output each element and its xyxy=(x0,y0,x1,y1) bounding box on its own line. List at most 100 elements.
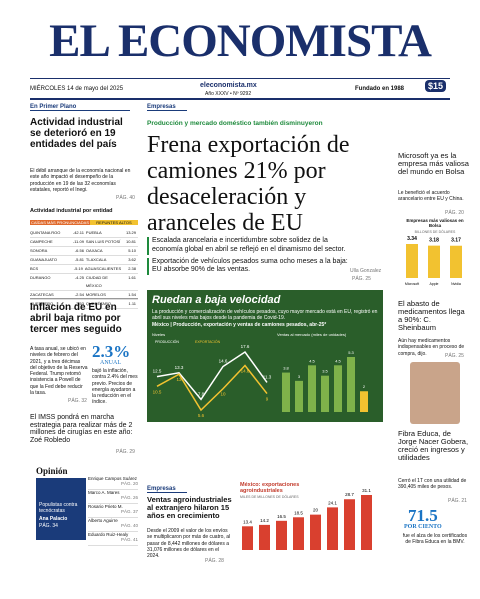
table-cell: -42.11 xyxy=(72,230,84,235)
bar xyxy=(327,507,338,550)
big-figure: 2.3% xyxy=(92,342,131,361)
table-cell: TLAXCALA xyxy=(85,257,107,262)
table-cell: CIUDAD DE MÉXICO xyxy=(85,275,108,288)
page-ref: PÁG. 26 xyxy=(120,495,138,500)
bullet: Desde el 2009 el valor de los envíos se … xyxy=(147,528,231,559)
data-label: 3.5 xyxy=(322,369,328,374)
data-label: 10.5 xyxy=(153,389,162,394)
columnist-name: Alberto Aguirre xyxy=(88,518,118,523)
agro-chart: 13.4 14.2 16.5 18.5 20 24.1 28.7 31.1 xyxy=(242,488,372,550)
bar xyxy=(361,495,372,550)
table-cell: MORELOS xyxy=(85,292,106,297)
legend-entry: EXPORTACIÓN xyxy=(195,339,221,344)
bar xyxy=(282,372,290,412)
table-cell: GUERRERO xyxy=(30,301,54,306)
bar xyxy=(344,499,355,550)
data-label: 4.5 xyxy=(309,358,315,363)
data-label: 7.8 xyxy=(198,391,205,396)
columnist-name: Marco A. Mares xyxy=(88,490,120,495)
table-cell: SAN LUIS POTOSÍ xyxy=(85,239,121,244)
box-subtitle: México | Producción, exportación y venta… xyxy=(152,322,327,328)
line xyxy=(156,364,268,412)
bar xyxy=(428,245,440,278)
columnist-name: Eduardo Ruiz-Healy xyxy=(88,532,129,537)
table-cell: SONORA xyxy=(30,248,48,253)
table-row: DURANGO -4.25 CIUDAD DE MÉXICO 1.61 xyxy=(30,274,138,291)
big-figure: 71.5 xyxy=(408,506,438,525)
data-label: 31.1 xyxy=(362,488,371,493)
headline: Ventas agroindustriales al extranjero hi… xyxy=(147,495,232,521)
page-ref: PÁG. 29 xyxy=(116,449,135,455)
chart-title: Empresas más valiosas en Bolsa xyxy=(406,218,464,228)
chart-unit: MILES DE MILLONES DE DÓLARES xyxy=(240,495,299,499)
columnist: Marco A. Mares PÁG. 26 xyxy=(88,490,138,504)
table-cell: -6.56 xyxy=(74,248,84,253)
table-cell: -2.53 xyxy=(74,301,84,306)
bar xyxy=(321,375,329,412)
category-label: Microsoft xyxy=(405,282,419,286)
bar xyxy=(310,514,321,550)
bar xyxy=(406,244,418,278)
table-cell: ZACATECAS xyxy=(30,292,54,297)
table-cell: 1.61 xyxy=(128,275,136,280)
table-cell: -2.54 xyxy=(74,292,84,297)
headline: Actividad industrial se deterioró en 19 … xyxy=(30,117,123,150)
table-cell: QUINTANA ROO xyxy=(30,230,61,235)
data-label: 3 xyxy=(298,374,301,379)
table-cell: 1.54 xyxy=(128,292,136,297)
bullet: Exportación de vehículos pesados suma oc… xyxy=(147,257,352,275)
data-label: 3.34 xyxy=(407,236,417,242)
table-cell: 10.81 xyxy=(125,239,136,244)
bar xyxy=(450,245,462,278)
page-ref: PÁG. 20 xyxy=(120,481,138,486)
bullet: Cerró el 1T con una utilidad de 390,405 … xyxy=(398,478,467,491)
table-cell: BCS xyxy=(30,266,39,271)
opinion-label: Opinión xyxy=(36,466,68,476)
table-cell: GUANAJUATO xyxy=(30,257,57,262)
bullet: Le benefició el acuerdo arancelario entr… xyxy=(398,190,464,203)
chart-title: Niveles xyxy=(152,332,165,337)
page-ref: PÁG. 32 xyxy=(68,398,87,404)
data-label: 14.2 xyxy=(260,518,269,523)
table-row: ZACATECAS -2.54 MORELOS 1.54 xyxy=(30,291,138,300)
section: Empresas xyxy=(147,486,187,493)
columnist: Enrique Campos Suárez PÁG. 20 xyxy=(88,476,138,490)
table: QUINTANA ROO -42.11 PUEBLA 13.29 CAMPECHE -11… xyxy=(30,229,138,309)
data-label: 12.5 xyxy=(153,369,162,374)
bar xyxy=(295,380,303,412)
headline: El IMSS pondrá en marcha estrategia para… xyxy=(30,414,133,444)
price: $15 xyxy=(425,80,447,92)
table-cell: 3.62 xyxy=(128,257,136,262)
headline: Inflación de EU en abril baja ritmo por … xyxy=(30,302,122,335)
box-title: Ruedan a baja velocidad xyxy=(152,294,281,306)
table-cell: 1.11 xyxy=(128,301,137,306)
box-text: La producción y comercialización de vehí… xyxy=(152,309,378,321)
headline: Microsoft ya es la empresa más valiosa d… xyxy=(398,151,469,177)
data-label: 3.18 xyxy=(429,238,439,244)
data-label: 24.1 xyxy=(328,500,337,505)
chart-box: Ruedan a baja velocidad La producción y … xyxy=(147,290,383,422)
box-charts: Niveles PRODUCCIÓN 12.5 13.3 7.8 14.6 17.6 11.3… xyxy=(152,332,368,418)
bar xyxy=(360,391,368,412)
headline: Fibra Educa, de Jorge Nacer Gobera, crec… xyxy=(398,429,469,463)
table-cell: -11.09 xyxy=(72,239,84,244)
data-label: 17.6 xyxy=(241,344,250,349)
issue: Año XXXV • Nº 9292 xyxy=(205,91,252,97)
data-label: 16.5 xyxy=(277,514,286,519)
rule xyxy=(30,98,450,100)
headline: El abasto de medicamentos llega a 90%: C… xyxy=(398,299,465,333)
columnist-name: Enrique Campos Suárez xyxy=(88,476,138,481)
rule xyxy=(30,298,138,299)
bar xyxy=(347,357,355,412)
columnist: Alberto Aguirre PÁG. 40 xyxy=(88,518,138,532)
columnists: Enrique Campos Suárez PÁG. 20 Marco A. Mar… xyxy=(88,476,138,546)
section: Empresas xyxy=(147,104,187,111)
data-label: 14.6 xyxy=(219,359,228,364)
data-label: 2 xyxy=(363,384,366,389)
table-cell: -5.81 xyxy=(74,257,84,262)
chart-title: Ventas al mercado (miles de unidades) xyxy=(277,332,347,337)
page-ref: PÁG. 28 xyxy=(205,558,224,564)
table-cell: AGUASCALIENTES xyxy=(84,266,122,271)
columnist: Rosario Prieto M. PÁG. 37 xyxy=(88,504,138,518)
